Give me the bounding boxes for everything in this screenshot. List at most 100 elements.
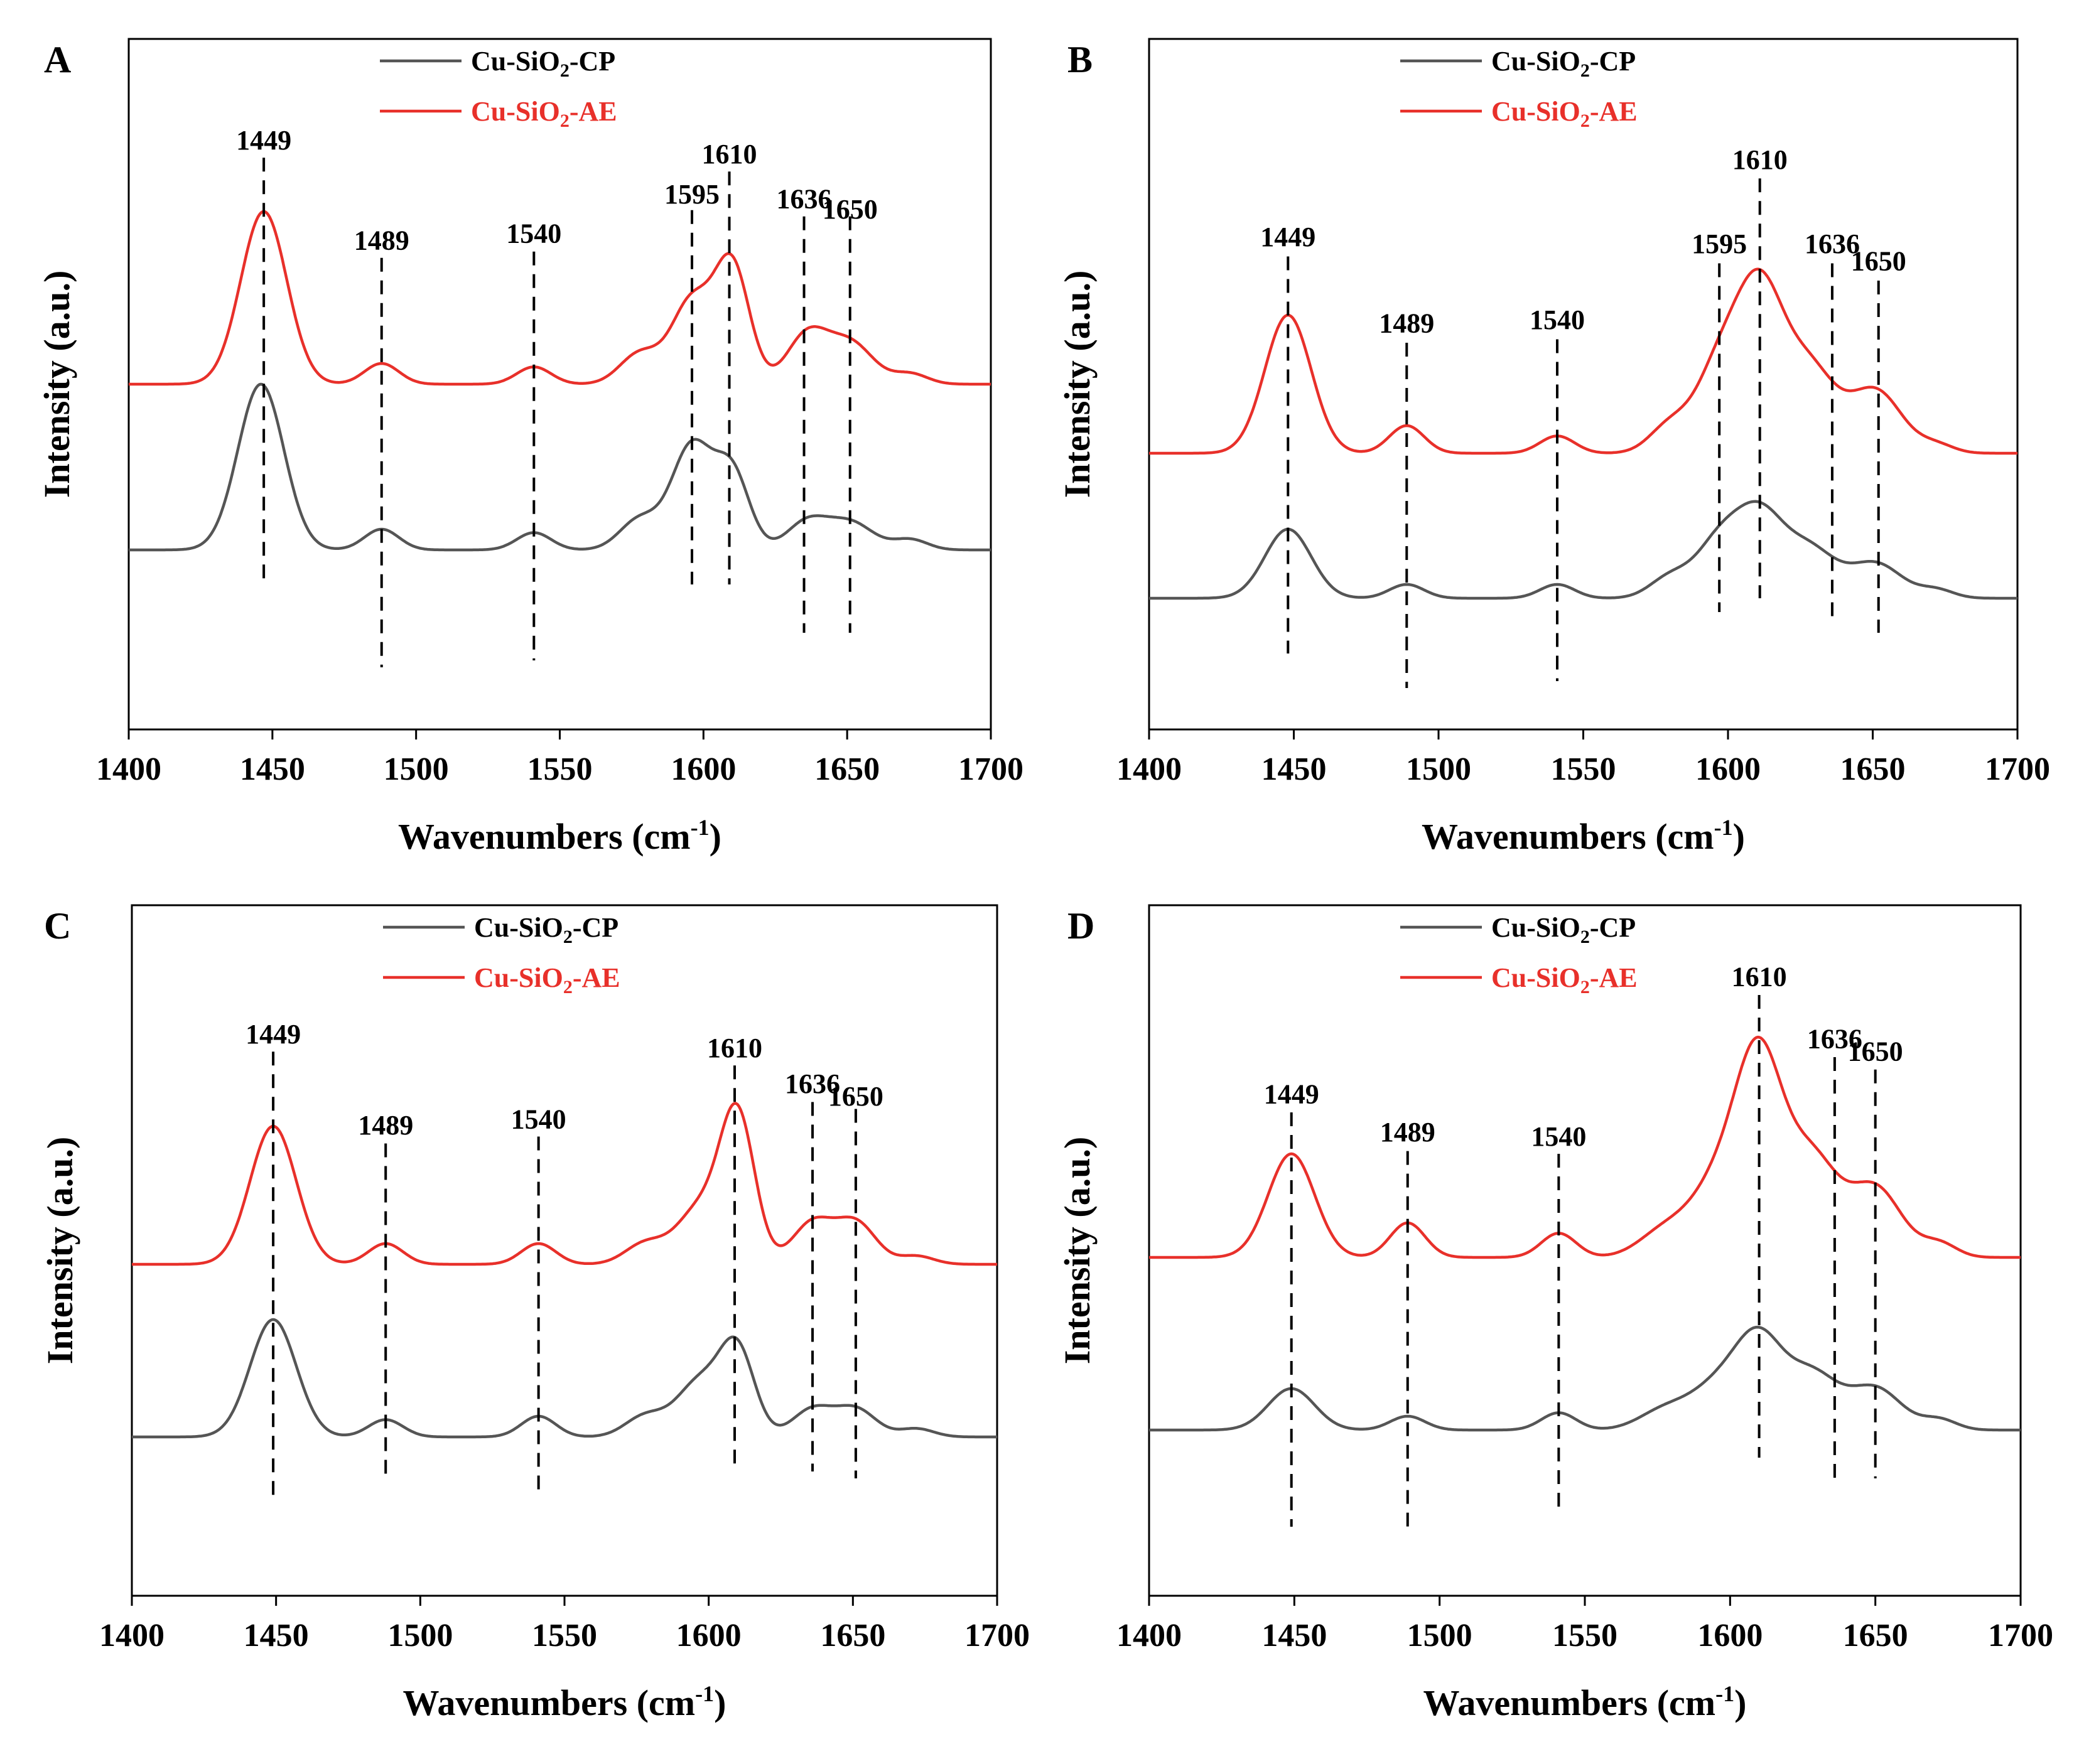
plot-frame [131, 904, 998, 1597]
x-tick-label: 1600 [671, 751, 736, 787]
peak-label-1489: 1489 [358, 1110, 413, 1141]
legend-label-cp: Cu-SiO2-CP [471, 46, 615, 81]
peak-label-1650: 1650 [828, 1081, 883, 1112]
x-axis-title-main: Wavenumbers (cm [1423, 1682, 1716, 1723]
x-axis-title: Wavenumbers (cm-1) [1423, 1681, 1747, 1723]
legend-label-pre: Cu-SiO [1491, 46, 1580, 77]
legend-label-pre: Cu-SiO [1491, 96, 1580, 127]
x-tick-label: 1700 [1988, 1618, 2053, 1654]
peak-label-1449: 1449 [1260, 222, 1315, 252]
peak-label-1540: 1540 [511, 1104, 566, 1134]
x-tick-label: 1700 [958, 751, 1023, 787]
legend-label-ae: Cu-SiO2-AE [474, 962, 620, 998]
legend-label-ae: Cu-SiO2-AE [1491, 96, 1638, 131]
legend-label-cp: Cu-SiO2-CP [1491, 912, 1636, 947]
peak-label-1489: 1489 [1380, 1117, 1435, 1148]
x-tick-label: 1500 [1407, 1618, 1472, 1654]
panel-letter: D [1067, 905, 1094, 947]
legend-label-cp: Cu-SiO2-CP [1491, 46, 1636, 81]
peak-label-1449: 1449 [246, 1019, 301, 1050]
peak-label-1595: 1595 [1692, 229, 1747, 259]
x-axis-title-tail: ) [714, 1682, 726, 1723]
legend-label-post: -CP [1590, 912, 1636, 943]
peak-label-1489: 1489 [1379, 308, 1434, 339]
x-axis-title-tail: ) [1733, 816, 1745, 857]
legend-label-post: -AE [573, 962, 620, 993]
series-line-ae [1149, 267, 2017, 455]
x-axis-title-tail: ) [710, 816, 721, 857]
peak-label-1650: 1650 [823, 194, 878, 225]
x-tick-label: 1650 [820, 1618, 885, 1654]
x-axis-title-main: Wavenumbers (cm [403, 1682, 696, 1723]
peak-label-1610: 1610 [1732, 962, 1787, 992]
series-line-ae [132, 1102, 997, 1266]
legend-label-sub: 2 [560, 110, 570, 131]
x-tick-label: 1450 [1261, 751, 1327, 787]
peak-label-1449: 1449 [1264, 1079, 1319, 1110]
x-axis-title-tail: ) [1734, 1682, 1746, 1723]
legend-label-post: -CP [1590, 46, 1636, 77]
legend-label-cp: Cu-SiO2-CP [474, 912, 618, 947]
legend-label-sub: 2 [563, 977, 573, 998]
panel-letter: B [1067, 39, 1093, 80]
peak-label-1540: 1540 [1530, 304, 1585, 335]
series-line-cp [1149, 500, 2017, 600]
x-axis-title-sup: -1 [695, 1681, 714, 1706]
x-tick-label: 1450 [1261, 1618, 1327, 1654]
x-axis-title: Wavenumbers (cm-1) [403, 1681, 726, 1723]
peak-label-1636: 1636 [777, 184, 832, 215]
peak-label-1610: 1610 [707, 1033, 762, 1063]
legend-label-pre: Cu-SiO [474, 912, 563, 943]
x-tick-label: 1500 [387, 1618, 453, 1654]
legend-label-sub: 2 [560, 60, 570, 81]
x-axis-title-sup: -1 [1715, 1681, 1734, 1706]
x-tick-label: 1600 [1695, 751, 1761, 787]
x-tick-label: 1400 [1116, 1618, 1182, 1654]
x-tick-label: 1400 [96, 751, 161, 787]
legend-label-post: -AE [1590, 962, 1638, 993]
x-tick-label: 1650 [814, 751, 880, 787]
legend-label-post: -CP [570, 46, 615, 77]
x-tick-label: 1600 [1697, 1618, 1763, 1654]
x-axis-title-main: Wavenumbers (cm [398, 816, 691, 857]
peak-label-1610: 1610 [1732, 144, 1788, 175]
x-tick-label: 1700 [1985, 751, 2050, 787]
legend-label-post: -AE [1590, 96, 1638, 127]
panel-letter: A [44, 39, 71, 80]
peak-label-1650: 1650 [1851, 246, 1906, 277]
y-axis-title: Intensity (a.u.) [1057, 1137, 1098, 1365]
y-axis-title: Intensity (a.u.) [36, 271, 77, 498]
legend-label-post: -CP [573, 912, 618, 943]
peak-label-1650: 1650 [1848, 1036, 1903, 1067]
x-tick-label: 1500 [1406, 751, 1471, 787]
series-line-cp [129, 382, 991, 552]
x-tick-label: 1550 [1552, 1618, 1617, 1654]
panel-d: D 1400 1450 1500 1550 1600 1650 1700 Wavenumbers… [1057, 904, 2053, 1723]
x-tick-label: 1700 [964, 1618, 1030, 1654]
legend-label-ae: Cu-SiO2-AE [471, 96, 617, 131]
x-tick-label: 1450 [244, 1618, 309, 1654]
legend-label-sub: 2 [1580, 977, 1590, 998]
x-tick-label: 1400 [99, 1618, 165, 1654]
series-line-cp [1149, 1325, 2021, 1432]
legend-label-sub: 2 [563, 927, 573, 947]
x-tick-label: 1400 [1116, 751, 1182, 787]
legend-label-post: -AE [570, 96, 617, 127]
y-axis-title: Intensity (a.u.) [40, 1137, 80, 1365]
series-line-ae [129, 210, 991, 386]
x-tick-label: 1650 [1840, 751, 1906, 787]
peak-label-1449: 1449 [236, 125, 291, 156]
x-axis-title-sup: -1 [691, 815, 710, 840]
x-axis-title: Wavenumbers (cm-1) [1422, 815, 1745, 857]
x-tick-label: 1450 [240, 751, 305, 787]
peak-label-1636: 1636 [1805, 229, 1860, 259]
x-tick-label: 1500 [384, 751, 449, 787]
x-axis-title-main: Wavenumbers (cm [1422, 816, 1714, 857]
legend-label-pre: Cu-SiO [474, 962, 563, 993]
peak-label-1636: 1636 [785, 1068, 840, 1099]
legend-label-pre: Cu-SiO [1491, 912, 1580, 943]
series-line-cp [132, 1318, 997, 1439]
x-tick-label: 1550 [1551, 751, 1616, 787]
legend-label-pre: Cu-SiO [1491, 962, 1580, 993]
